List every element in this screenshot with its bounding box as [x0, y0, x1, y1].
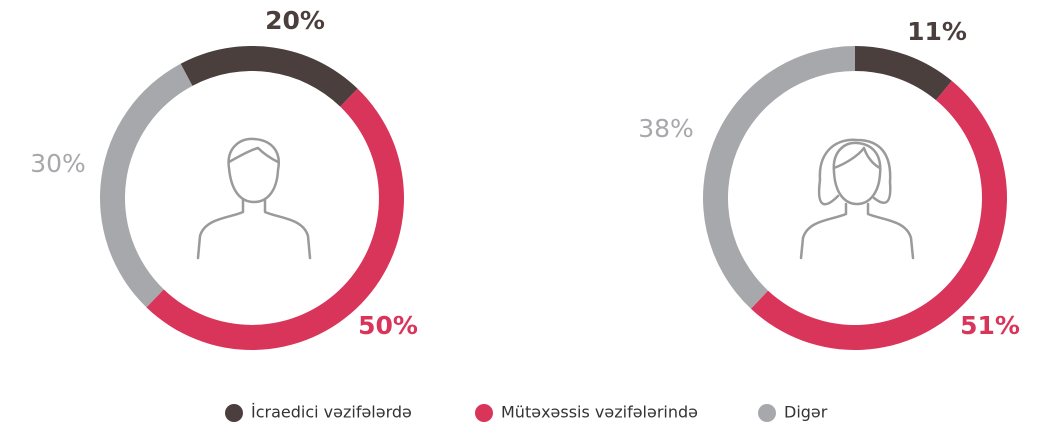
donut-segment [180, 45, 358, 107]
legend-label: Digər [784, 403, 828, 422]
value-label: 50% [358, 311, 418, 340]
donut-segment [750, 80, 1007, 351]
value-label: 30% [30, 149, 86, 178]
value-label: 38% [638, 114, 694, 143]
value-label: 51% [960, 311, 1020, 340]
donut-segment [855, 46, 952, 101]
donut-segment [99, 63, 193, 308]
donut-segment [146, 88, 404, 351]
woman-icon [799, 138, 915, 260]
donut-segment [702, 46, 855, 309]
legend-label: İcraedici vəzifələrdə [251, 403, 412, 422]
value-label: 11% [907, 17, 967, 46]
legend-swatch [758, 404, 776, 422]
value-label: 20% [265, 6, 325, 35]
man-icon [196, 137, 312, 260]
legend-swatch [225, 404, 243, 422]
legend-swatch [475, 404, 493, 422]
legend-label: Mütəxəssis vəzifələrində [501, 403, 698, 422]
